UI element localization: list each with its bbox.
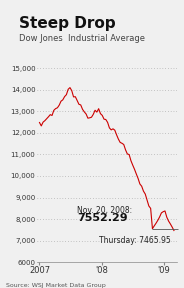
Text: Steep Drop: Steep Drop xyxy=(19,16,115,31)
Text: Dow Jones  Industrial Average: Dow Jones Industrial Average xyxy=(19,34,145,43)
Text: Source: WSJ Market Data Group: Source: WSJ Market Data Group xyxy=(6,283,105,287)
Text: Nov. 20, 2008:: Nov. 20, 2008: xyxy=(77,206,132,215)
Text: 7552.29: 7552.29 xyxy=(77,213,128,223)
Text: Thursday: 7465.95: Thursday: 7465.95 xyxy=(99,236,170,245)
